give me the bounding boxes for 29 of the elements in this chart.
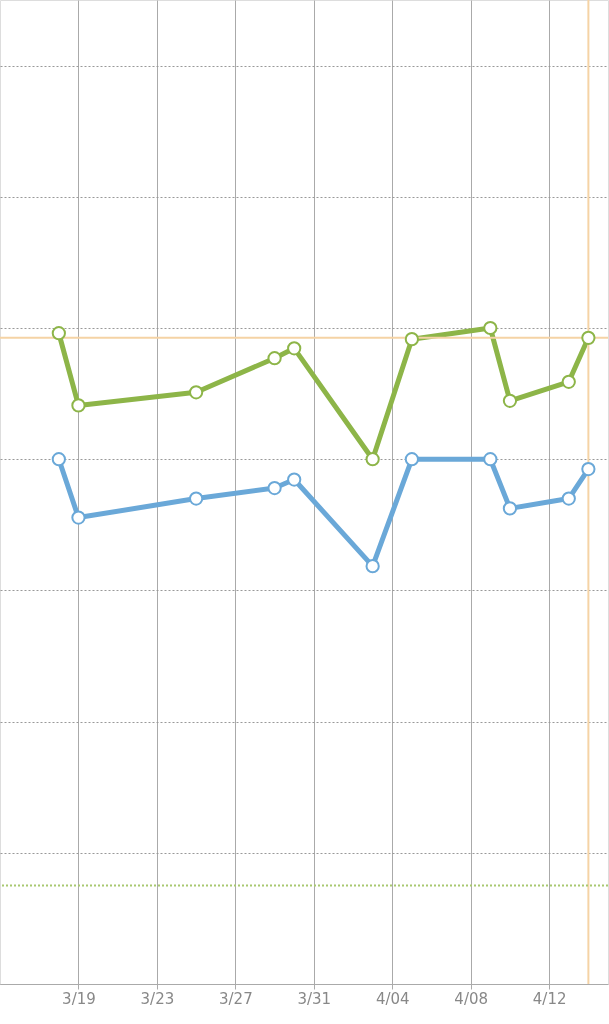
x-tick-label: 4/12 <box>532 989 567 1008</box>
point <box>51 326 66 341</box>
point <box>365 452 380 467</box>
point <box>581 330 596 345</box>
point <box>561 491 576 506</box>
point <box>581 461 596 477</box>
point <box>287 472 302 487</box>
point <box>267 351 282 366</box>
x-tick-label: 3/27 <box>219 989 253 1008</box>
x-tick-label: 4/08 <box>454 989 489 1008</box>
point <box>483 320 498 336</box>
x-tick-label: 3/31 <box>297 989 332 1008</box>
point <box>404 452 419 467</box>
point <box>502 501 518 516</box>
point <box>51 452 66 467</box>
x-tick-label: 4/04 <box>375 989 410 1008</box>
point <box>483 452 498 467</box>
x-tick-label: 3/19 <box>62 989 96 1008</box>
point <box>404 332 419 347</box>
point <box>189 491 204 506</box>
point <box>561 374 576 389</box>
point <box>287 341 302 356</box>
point <box>267 480 282 496</box>
point <box>502 393 518 408</box>
point <box>71 510 86 525</box>
point <box>365 559 380 574</box>
point <box>189 385 204 400</box>
x-tick-label: 3/23 <box>140 989 175 1008</box>
point <box>71 398 86 413</box>
